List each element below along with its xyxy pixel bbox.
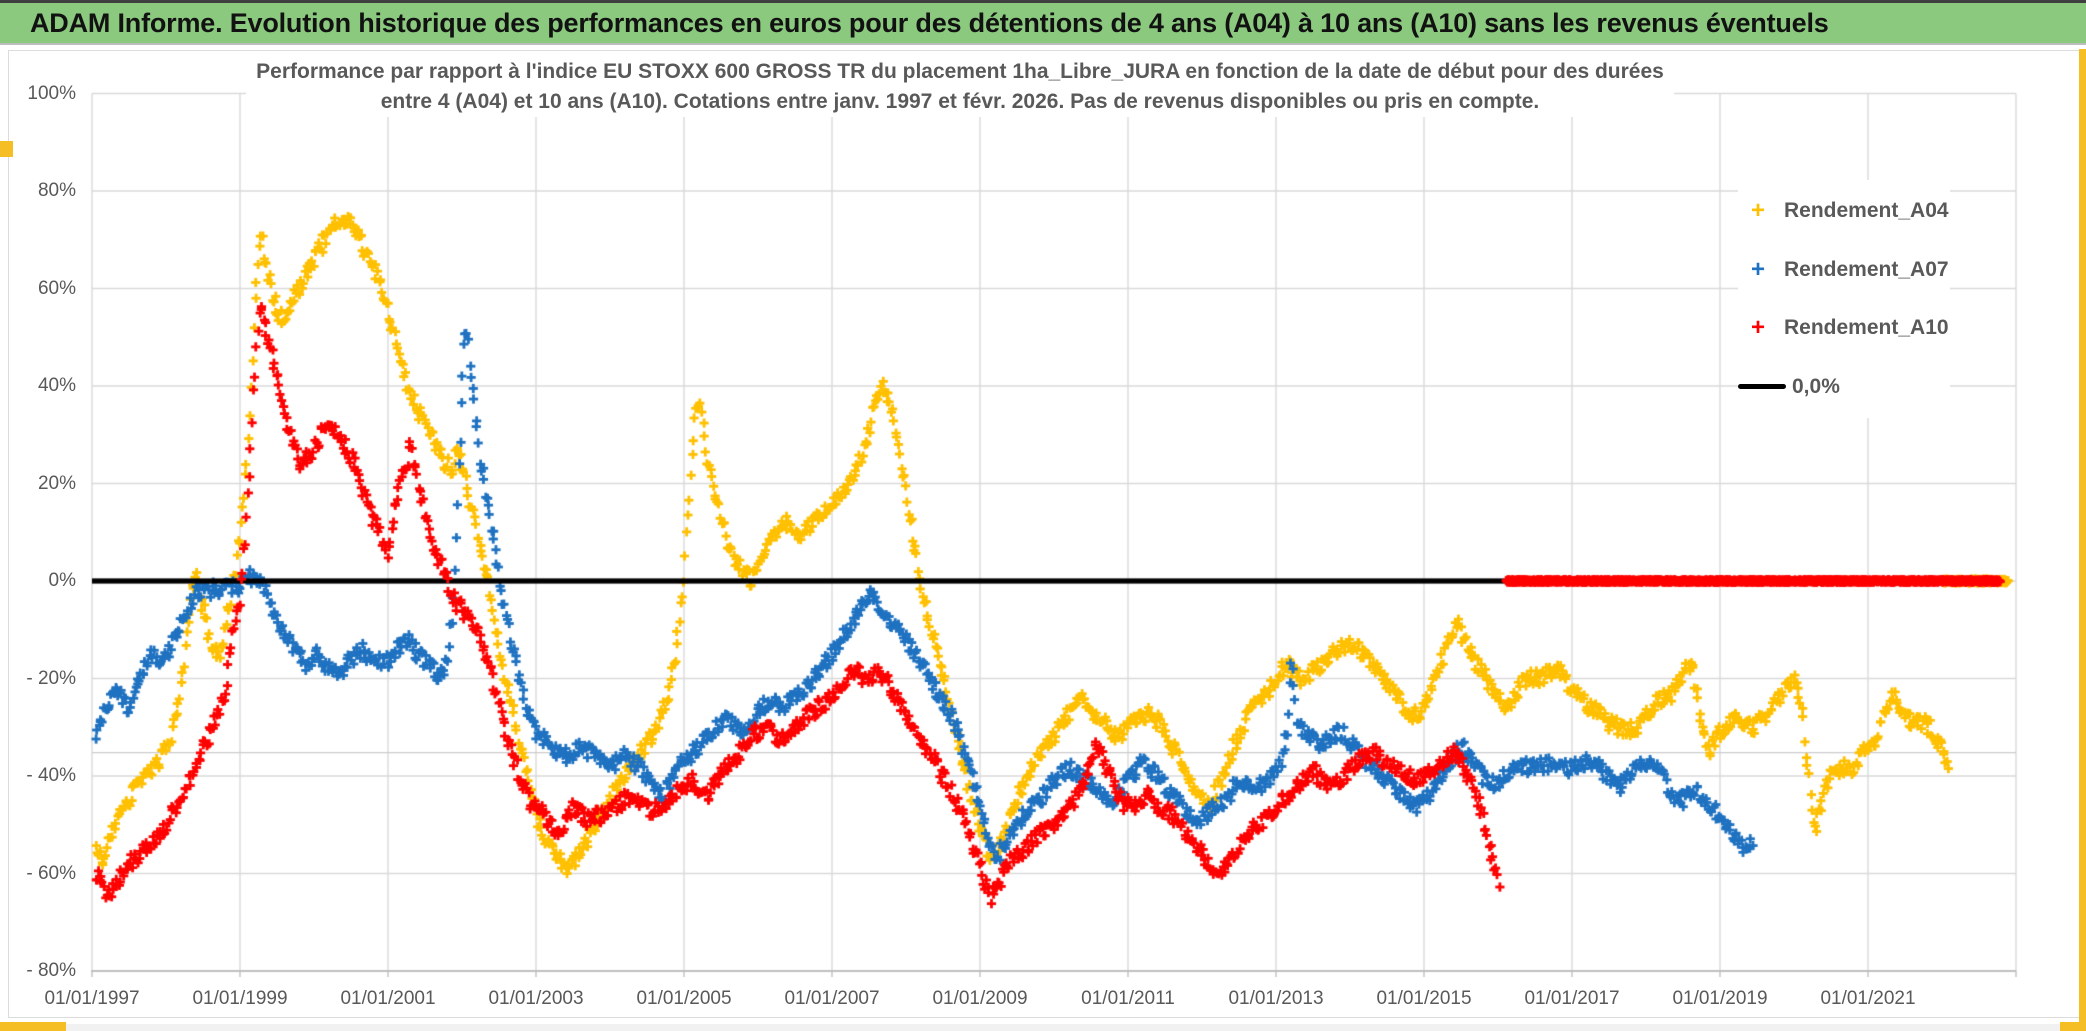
y-tick-label: - 60% bbox=[26, 862, 76, 884]
x-tick-label: 01/01/1997 bbox=[44, 988, 140, 1009]
legend-label: 0,0% bbox=[1792, 374, 1840, 398]
x-tick-label: 01/01/2003 bbox=[488, 988, 584, 1009]
legend-item-rendement-a04[interactable]: + Rendement_A04 bbox=[1738, 188, 1950, 234]
y-tick-label: - 20% bbox=[26, 667, 76, 689]
plus-marker-blue-icon: + bbox=[1750, 255, 1765, 283]
window-top-edge bbox=[0, 0, 2086, 3]
sheet-border-right bbox=[2079, 49, 2086, 1031]
zero-line-swatch-icon bbox=[1738, 384, 1786, 390]
legend-item-rendement-a10[interactable]: + Rendement_A10 bbox=[1738, 305, 1950, 351]
x-tick-label: 01/01/2021 bbox=[1820, 988, 1916, 1009]
x-tick-label: 01/01/2015 bbox=[1376, 988, 1472, 1009]
x-tick-label: 01/01/2017 bbox=[1524, 988, 1620, 1009]
x-tick-label: 01/01/2001 bbox=[340, 988, 436, 1009]
y-tick-label: - 40% bbox=[26, 765, 76, 786]
legend-item-rendement-a07[interactable]: + Rendement_A07 bbox=[1738, 247, 1950, 293]
page-title: ADAM Informe. Evolution historique des p… bbox=[30, 7, 1829, 38]
x-tick-label: 01/01/2013 bbox=[1228, 988, 1324, 1009]
y-tick-label: 60% bbox=[37, 277, 76, 299]
sheet-border-bottom-left bbox=[0, 1022, 66, 1031]
x-tick-label: 01/01/1999 bbox=[192, 988, 288, 1009]
chart-legend: + Rendement_A04 + Rendement_A07 + Rendem… bbox=[1738, 180, 1950, 418]
plus-marker-gold-icon: + bbox=[1750, 197, 1765, 224]
y-tick-label: 40% bbox=[37, 375, 76, 396]
x-tick-label: 01/01/2009 bbox=[932, 988, 1028, 1009]
sheet-border-bottom-right bbox=[2060, 1022, 2086, 1031]
x-tick-label: 01/01/2011 bbox=[1081, 988, 1175, 1009]
sheet-border-left-notch bbox=[0, 141, 13, 157]
x-tick-label: 01/01/2005 bbox=[636, 988, 732, 1009]
y-tick-label: 80% bbox=[37, 180, 76, 201]
y-tick-label: 20% bbox=[37, 472, 76, 494]
x-tick-label: 01/01/2019 bbox=[1672, 988, 1768, 1009]
plus-marker-red-icon: + bbox=[1750, 314, 1765, 342]
chart-subtitle: Performance par rapport à l'indice EU ST… bbox=[246, 57, 1674, 117]
y-tick-label: 0% bbox=[48, 570, 76, 591]
chart-subtitle-line-1: Performance par rapport à l'indice EU ST… bbox=[256, 60, 1664, 83]
y-tick-label: - 80% bbox=[26, 960, 76, 981]
legend-item-zero-line[interactable]: 0,0% bbox=[1738, 364, 1950, 410]
legend-label: Rendement_A04 bbox=[1784, 199, 1949, 222]
legend-label: Rendement_A07 bbox=[1784, 257, 1949, 281]
y-tick-label: 100% bbox=[27, 82, 76, 104]
app-title-bar: ADAM Informe. Evolution historique des p… bbox=[0, 3, 2086, 45]
x-tick-label: 01/01/2007 bbox=[784, 988, 880, 1009]
chart-subtitle-line-2: entre 4 (A04) et 10 ans (A10). Cotations… bbox=[380, 90, 1540, 113]
sheet-border-bottom-track bbox=[0, 1024, 2086, 1031]
legend-label: Rendement_A10 bbox=[1784, 316, 1949, 340]
